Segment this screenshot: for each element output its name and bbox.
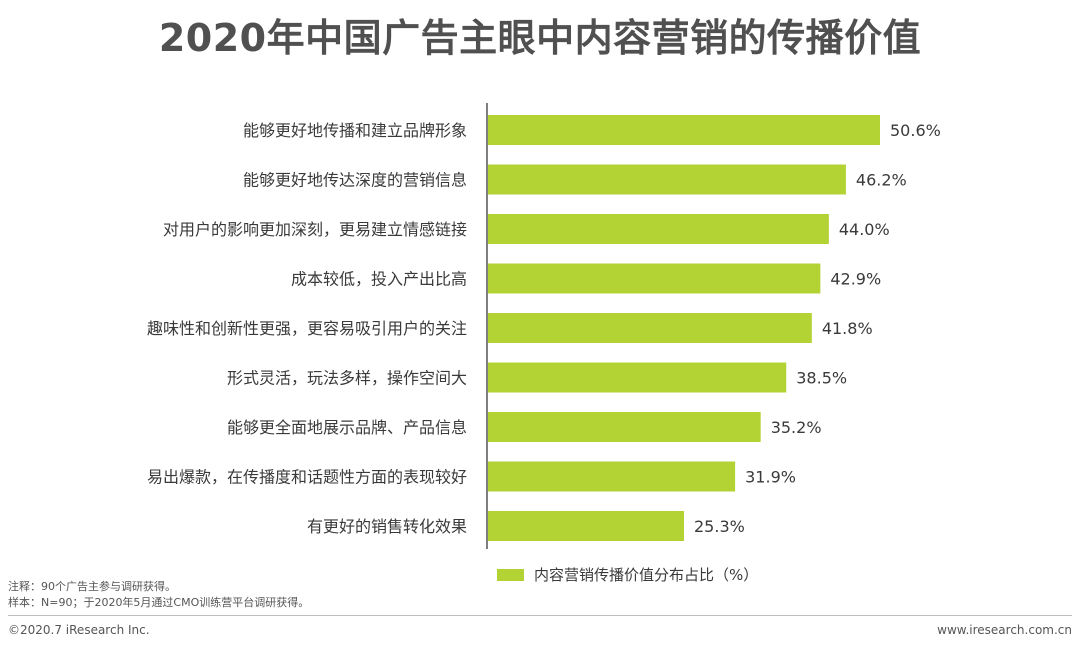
bar — [488, 362, 787, 393]
value-label: 31.9% — [745, 468, 796, 487]
bar — [488, 164, 846, 195]
note-line-2: 样本：N=90；于2020年5月通过CMO训练营平台调研获得。 — [8, 596, 310, 609]
legend-label: 内容营销传播价值分布占比（%） — [534, 566, 759, 584]
bar — [488, 263, 821, 294]
category-label: 对用户的影响更加深刻，更易建立情感链接 — [163, 220, 467, 239]
website-link[interactable]: www.iresearch.com.cn — [937, 623, 1072, 637]
bar — [488, 115, 880, 145]
category-label: 能够更全面地展示品牌、产品信息 — [227, 418, 467, 437]
value-label: 35.2% — [771, 418, 822, 437]
legend-swatch — [497, 568, 524, 581]
value-label: 42.9% — [830, 270, 881, 289]
bar-chart: 能够更好地传播和建立品牌形象 50.6% 能够更好地传达深度的营销信息 46.2% 对用… — [147, 103, 941, 549]
note-line-1: 注释：90个广告主参与调研获得。 — [8, 580, 176, 593]
category-label: 有更好的销售转化效果 — [307, 517, 467, 536]
value-label: 44.0% — [839, 220, 890, 239]
notes: 注释：90个广告主参与调研获得。 样本：N=90；于2020年5月通过CMO训练… — [8, 579, 309, 611]
value-label: 46.2% — [856, 171, 907, 190]
value-label: 50.6% — [890, 121, 941, 140]
category-label: 易出爆款，在传播度和话题性方面的表现较好 — [147, 468, 467, 487]
copyright: ©2020.7 iResearch Inc. — [8, 623, 150, 637]
footer-divider — [8, 615, 1072, 616]
category-label: 能够更好地传播和建立品牌形象 — [243, 121, 467, 140]
legend: 内容营销传播价值分布占比（%） — [497, 564, 758, 585]
chart-title: 2020年中国广告主眼中内容营销的传播价值 — [158, 16, 922, 60]
category-label: 趣味性和创新性更强，更容易吸引用户的关注 — [147, 319, 467, 338]
value-label: 25.3% — [694, 517, 745, 536]
bar — [488, 313, 812, 343]
bar — [488, 511, 684, 541]
bar — [488, 412, 761, 442]
bar — [488, 461, 736, 492]
value-label: 41.8% — [822, 319, 873, 338]
category-label: 形式灵活，玩法多样，操作空间大 — [227, 369, 467, 388]
bar — [488, 214, 829, 244]
value-label: 38.5% — [796, 369, 847, 388]
category-label: 成本较低，投入产出比高 — [291, 270, 467, 289]
category-label: 能够更好地传达深度的营销信息 — [243, 171, 467, 190]
